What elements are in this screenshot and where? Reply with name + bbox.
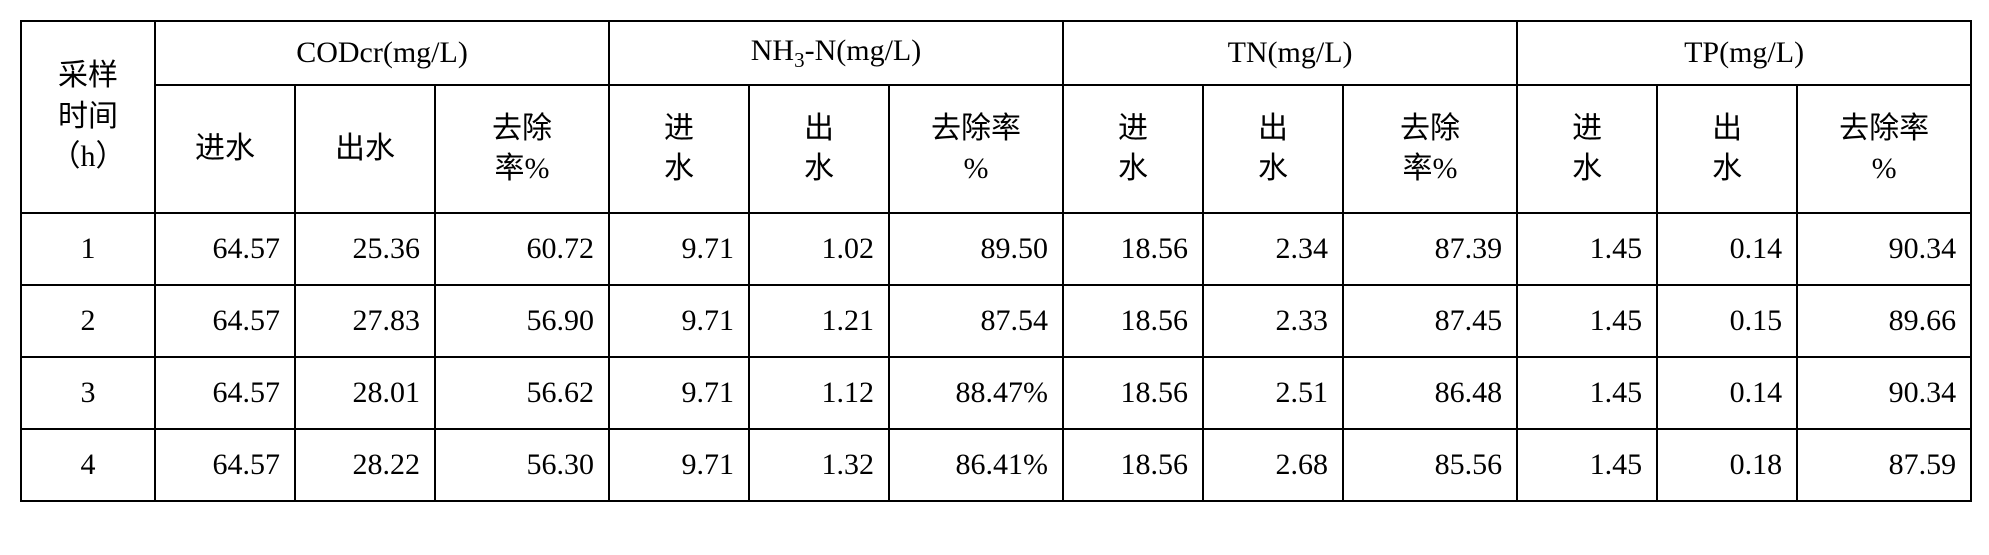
cell: 27.83 xyxy=(295,285,435,357)
row-label: 1 xyxy=(21,213,155,285)
cell: 0.15 xyxy=(1657,285,1797,357)
cell: 64.57 xyxy=(155,213,295,285)
cell: 89.50 xyxy=(889,213,1063,285)
table-row: 3 64.57 28.01 56.62 9.71 1.12 88.47% 18.… xyxy=(21,357,1971,429)
header-row-sub: 进水 出水 去除率% 进水 出水 去除率% 进水 出水 去除率% 进水 出水 去… xyxy=(21,85,1971,213)
cell: 1.45 xyxy=(1517,429,1657,501)
data-table: 采样时间（h） CODcr(mg/L) NH3-N(mg/L) TN(mg/L)… xyxy=(20,20,1972,502)
cell: 2.68 xyxy=(1203,429,1343,501)
cell: 64.57 xyxy=(155,429,295,501)
sub-codcr-out: 出水 xyxy=(295,85,435,213)
cell: 1.32 xyxy=(749,429,889,501)
sub-codcr-in: 进水 xyxy=(155,85,295,213)
cell: 64.57 xyxy=(155,357,295,429)
cell: 64.57 xyxy=(155,285,295,357)
cell: 85.56 xyxy=(1343,429,1517,501)
cell: 1.45 xyxy=(1517,213,1657,285)
cell: 86.48 xyxy=(1343,357,1517,429)
sub-tp-out: 出水 xyxy=(1657,85,1797,213)
table-row: 2 64.57 27.83 56.90 9.71 1.21 87.54 18.5… xyxy=(21,285,1971,357)
group-header-codcr: CODcr(mg/L) xyxy=(155,21,609,85)
cell: 89.66 xyxy=(1797,285,1971,357)
cell: 1.45 xyxy=(1517,285,1657,357)
cell: 0.14 xyxy=(1657,213,1797,285)
sub-tn-in: 进水 xyxy=(1063,85,1203,213)
cell: 28.01 xyxy=(295,357,435,429)
cell: 56.90 xyxy=(435,285,609,357)
table-row: 4 64.57 28.22 56.30 9.71 1.32 86.41% 18.… xyxy=(21,429,1971,501)
cell: 9.71 xyxy=(609,285,749,357)
group-header-nh3n: NH3-N(mg/L) xyxy=(609,21,1063,85)
cell: 9.71 xyxy=(609,429,749,501)
cell: 90.34 xyxy=(1797,213,1971,285)
row-label: 2 xyxy=(21,285,155,357)
cell: 90.34 xyxy=(1797,357,1971,429)
cell: 0.18 xyxy=(1657,429,1797,501)
sub-tn-rate: 去除率% xyxy=(1343,85,1517,213)
cell: 25.36 xyxy=(295,213,435,285)
cell: 9.71 xyxy=(609,357,749,429)
cell: 18.56 xyxy=(1063,429,1203,501)
cell: 18.56 xyxy=(1063,285,1203,357)
cell: 88.47% xyxy=(889,357,1063,429)
sub-tp-rate: 去除率% xyxy=(1797,85,1971,213)
group-header-tn: TN(mg/L) xyxy=(1063,21,1517,85)
cell: 87.39 xyxy=(1343,213,1517,285)
cell: 1.45 xyxy=(1517,357,1657,429)
row-label: 4 xyxy=(21,429,155,501)
cell: 87.54 xyxy=(889,285,1063,357)
cell: 56.30 xyxy=(435,429,609,501)
sub-nh3n-out: 出水 xyxy=(749,85,889,213)
row-label-header-text: 采样时间（h） xyxy=(51,59,126,173)
cell: 2.34 xyxy=(1203,213,1343,285)
cell: 2.51 xyxy=(1203,357,1343,429)
cell: 0.14 xyxy=(1657,357,1797,429)
sub-nh3n-rate: 去除率% xyxy=(889,85,1063,213)
cell: 1.21 xyxy=(749,285,889,357)
sub-nh3n-in: 进水 xyxy=(609,85,749,213)
sub-tn-out: 出水 xyxy=(1203,85,1343,213)
group-header-tp: TP(mg/L) xyxy=(1517,21,1971,85)
header-row-groups: 采样时间（h） CODcr(mg/L) NH3-N(mg/L) TN(mg/L)… xyxy=(21,21,1971,85)
cell: 87.59 xyxy=(1797,429,1971,501)
cell: 2.33 xyxy=(1203,285,1343,357)
cell: 56.62 xyxy=(435,357,609,429)
row-label-header: 采样时间（h） xyxy=(21,21,155,213)
table-row: 1 64.57 25.36 60.72 9.71 1.02 89.50 18.5… xyxy=(21,213,1971,285)
cell: 87.45 xyxy=(1343,285,1517,357)
cell: 9.71 xyxy=(609,213,749,285)
cell: 86.41% xyxy=(889,429,1063,501)
row-label: 3 xyxy=(21,357,155,429)
cell: 1.02 xyxy=(749,213,889,285)
sub-codcr-rate: 去除率% xyxy=(435,85,609,213)
sub-tp-in: 进水 xyxy=(1517,85,1657,213)
cell: 18.56 xyxy=(1063,213,1203,285)
cell: 18.56 xyxy=(1063,357,1203,429)
cell: 60.72 xyxy=(435,213,609,285)
cell: 28.22 xyxy=(295,429,435,501)
cell: 1.12 xyxy=(749,357,889,429)
